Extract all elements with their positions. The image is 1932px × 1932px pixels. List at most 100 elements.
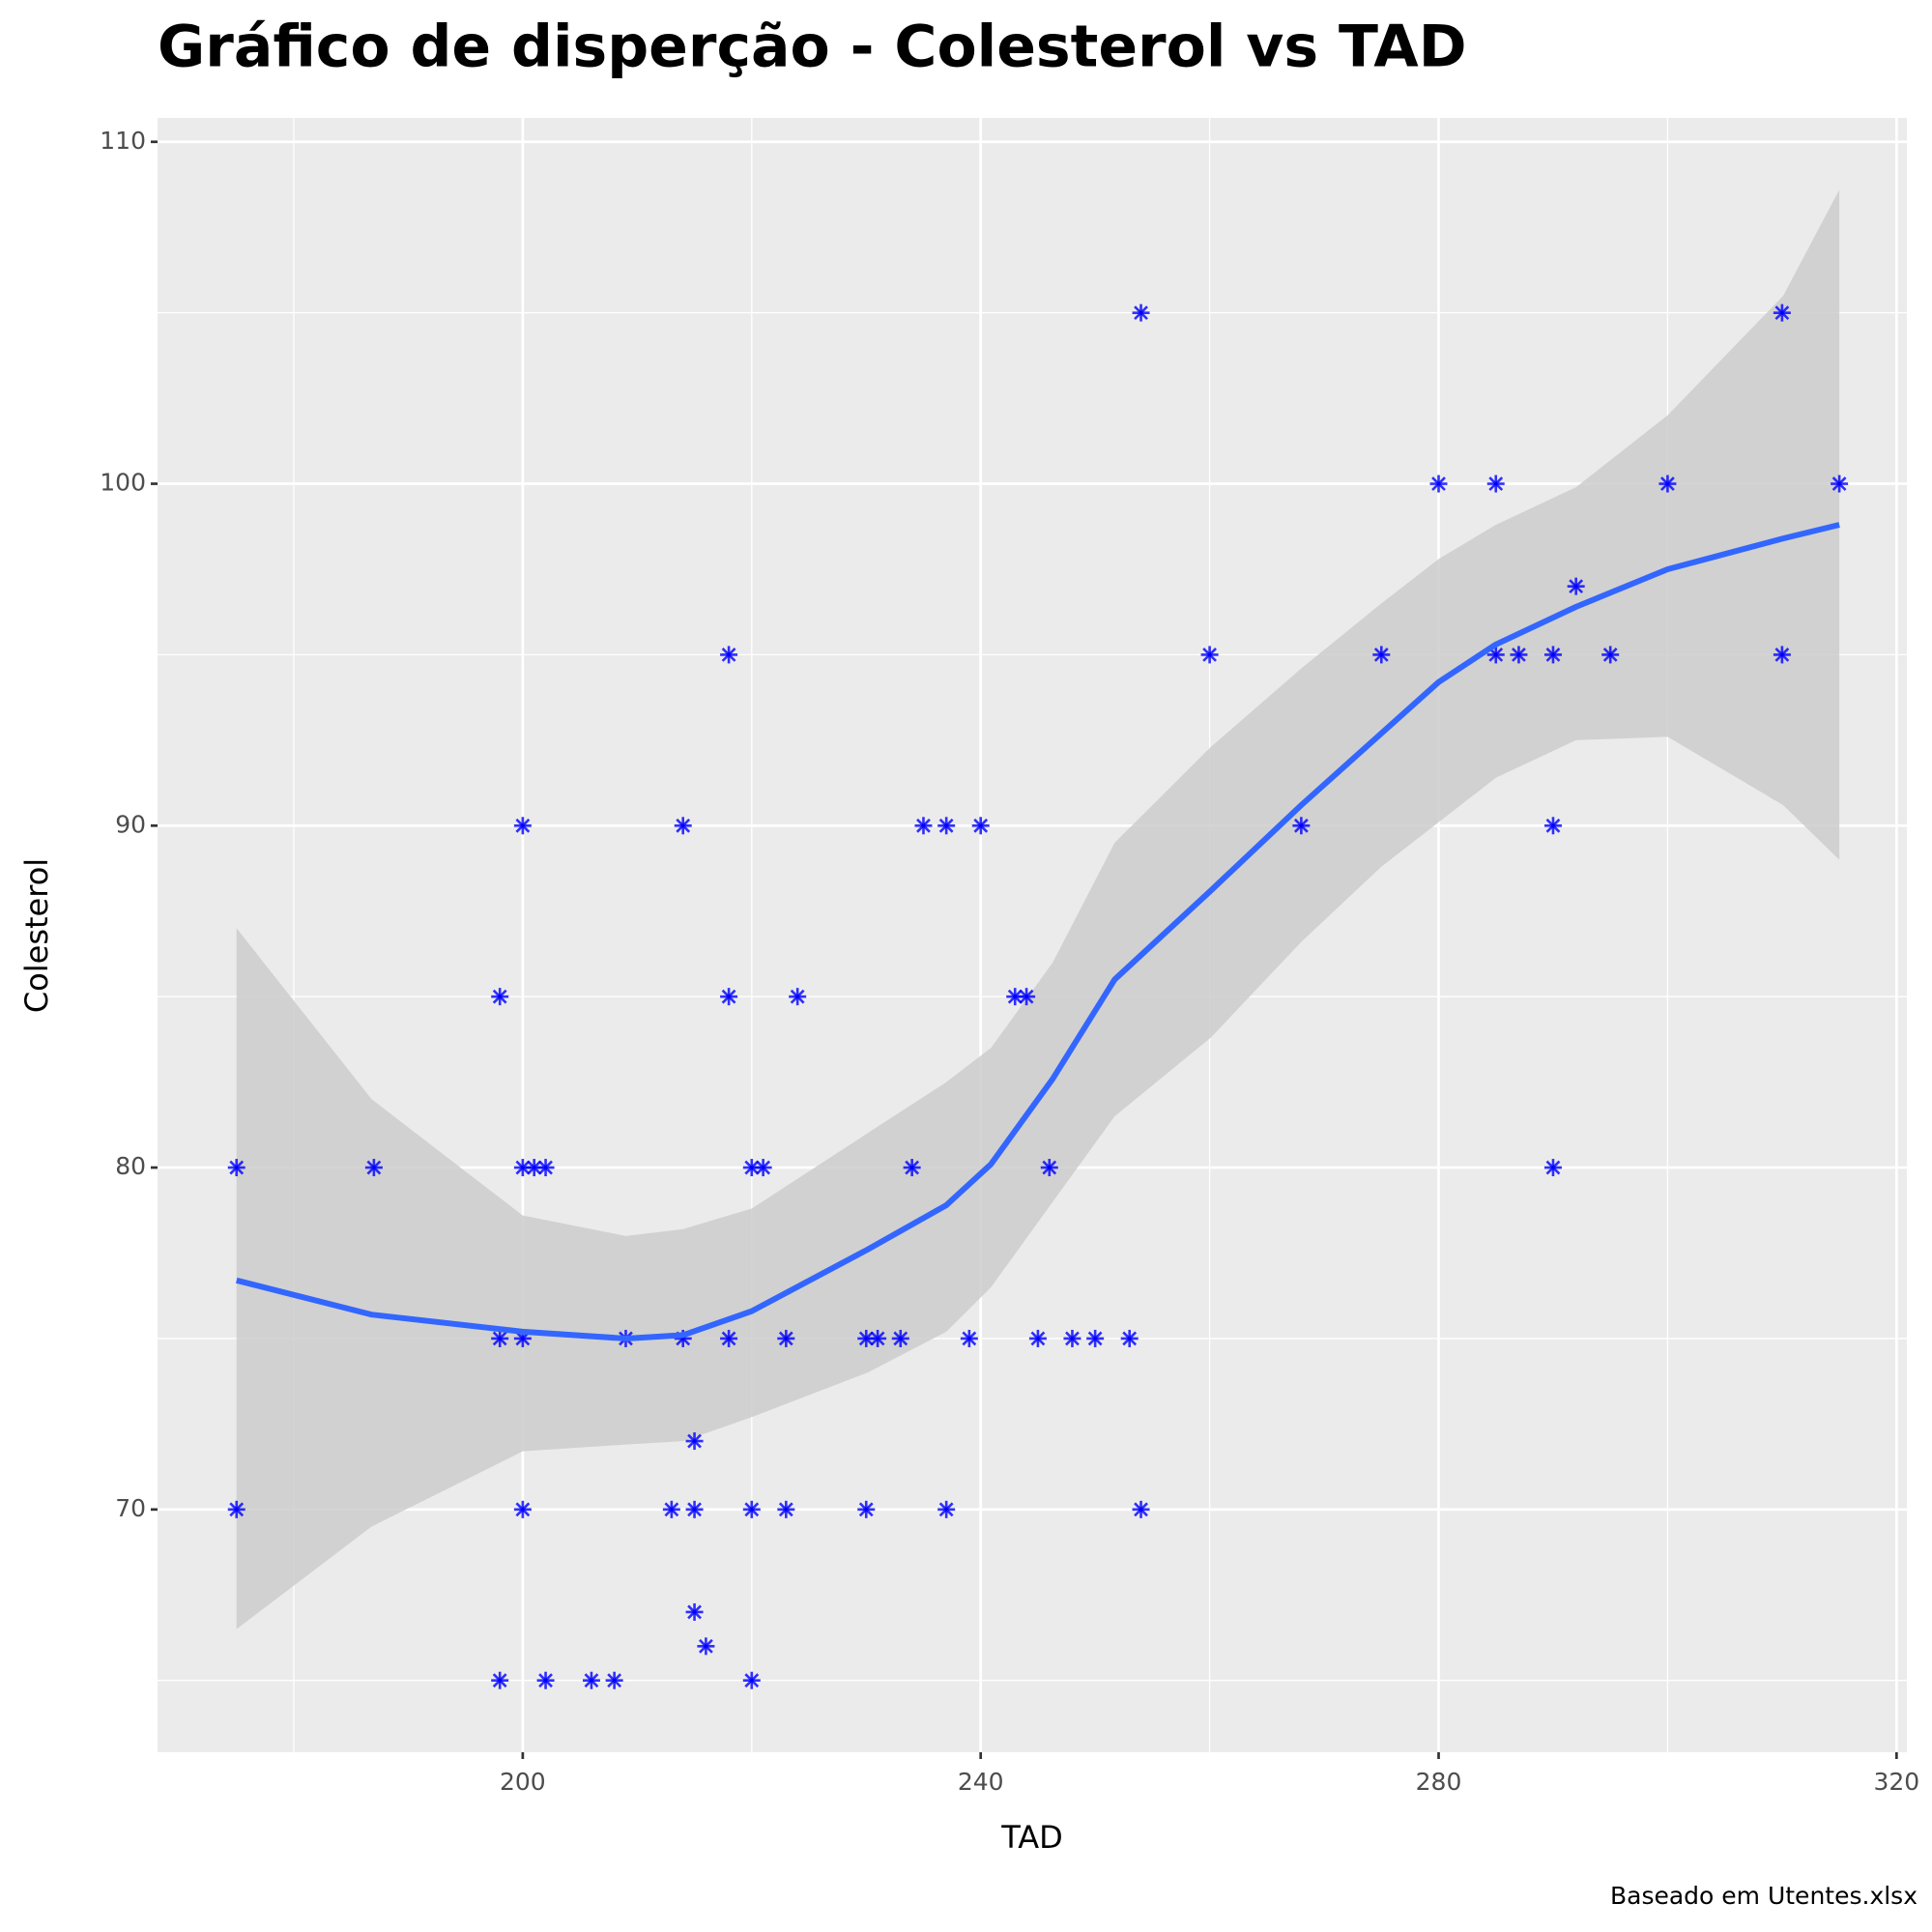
point-stroke: [744, 1160, 760, 1175]
point-stroke: [916, 818, 931, 833]
y-tick-label: 70: [115, 1494, 146, 1522]
point: [1018, 988, 1036, 1006]
point: [491, 1671, 509, 1689]
x-tick-label: 280: [1416, 1768, 1462, 1796]
point: [685, 1500, 704, 1518]
point-stroke: [584, 1673, 599, 1688]
point: [1543, 646, 1562, 664]
point-stroke: [687, 1502, 702, 1517]
x-tick-label: 240: [958, 1768, 1004, 1796]
point: [605, 1671, 623, 1689]
point-stroke: [1774, 305, 1790, 321]
point: [754, 1159, 772, 1177]
point: [536, 1671, 555, 1689]
point-stroke: [515, 1160, 531, 1175]
point: [1773, 303, 1791, 322]
panel: [158, 118, 1907, 1752]
point-stroke: [858, 1331, 874, 1346]
point-stroke: [938, 1502, 954, 1517]
x-tick-label: 320: [1873, 1768, 1919, 1796]
point: [869, 1329, 887, 1347]
point-stroke: [676, 818, 691, 833]
point-stroke: [492, 989, 507, 1004]
point: [937, 1500, 956, 1518]
point: [937, 817, 956, 835]
point: [697, 1637, 715, 1656]
point-stroke: [687, 1433, 702, 1449]
point: [1086, 1329, 1105, 1347]
point: [1028, 1329, 1047, 1347]
point-stroke: [527, 1160, 542, 1175]
point-stroke: [721, 648, 736, 662]
confidence-band: [236, 189, 1840, 1629]
point-stroke: [229, 1502, 245, 1517]
point: [1040, 1159, 1058, 1177]
point-stroke: [1488, 476, 1504, 491]
point: [491, 988, 509, 1006]
point: [777, 1500, 795, 1518]
point: [1831, 475, 1849, 493]
y-tick-label: 100: [100, 469, 146, 497]
point-stroke: [1087, 1331, 1103, 1346]
point-stroke: [366, 1160, 382, 1175]
point: [513, 817, 532, 835]
point-stroke: [721, 1331, 736, 1346]
smooth-line: [235, 522, 1840, 1341]
point-stroke: [790, 989, 805, 1004]
point-stroke: [664, 1502, 679, 1517]
point-stroke: [1569, 579, 1584, 594]
point-stroke: [1545, 818, 1561, 833]
point-stroke: [938, 818, 954, 833]
point: [491, 1329, 509, 1347]
point-stroke: [1019, 989, 1034, 1004]
point-stroke: [1122, 1331, 1138, 1346]
point-stroke: [1293, 818, 1309, 833]
point: [914, 817, 933, 835]
point: [582, 1671, 600, 1689]
point: [1429, 475, 1448, 493]
point-stroke: [1545, 648, 1561, 662]
point: [857, 1329, 876, 1347]
x-tick-label: 200: [500, 1768, 546, 1796]
point-stroke: [1373, 648, 1389, 662]
point-stroke: [1030, 1331, 1046, 1346]
point-stroke: [538, 1673, 553, 1688]
point: [960, 1329, 978, 1347]
point: [891, 1329, 909, 1347]
point-stroke: [905, 1160, 920, 1175]
point: [662, 1500, 680, 1518]
point-stroke: [1007, 989, 1023, 1004]
x-axis-title: TAD: [1000, 1819, 1063, 1856]
point-stroke: [1134, 305, 1148, 321]
point-stroke: [607, 1673, 622, 1688]
point-stroke: [744, 1673, 760, 1688]
point-stroke: [1042, 1160, 1057, 1175]
point-stroke: [893, 1331, 908, 1346]
point: [1567, 577, 1585, 595]
point-stroke: [778, 1502, 793, 1517]
point: [1543, 1159, 1562, 1177]
point: [1132, 1500, 1150, 1518]
point-stroke: [1488, 648, 1504, 662]
point: [685, 1602, 704, 1621]
point: [777, 1329, 795, 1347]
point: [227, 1500, 245, 1518]
point-stroke: [858, 1502, 874, 1517]
point-stroke: [1545, 1160, 1561, 1175]
point: [1601, 646, 1620, 664]
point: [364, 1159, 383, 1177]
point-stroke: [492, 1673, 507, 1688]
point-stroke: [1831, 476, 1847, 491]
point-stroke: [229, 1160, 245, 1175]
y-tick-label: 80: [115, 1152, 146, 1180]
point-stroke: [687, 1604, 702, 1620]
point: [1120, 1329, 1139, 1347]
point-stroke: [778, 1331, 793, 1346]
point-stroke: [1660, 476, 1675, 491]
point: [1773, 646, 1791, 664]
point-stroke: [1512, 648, 1526, 662]
point-stroke: [870, 1331, 885, 1346]
point: [1658, 475, 1677, 493]
point: [1132, 303, 1150, 322]
